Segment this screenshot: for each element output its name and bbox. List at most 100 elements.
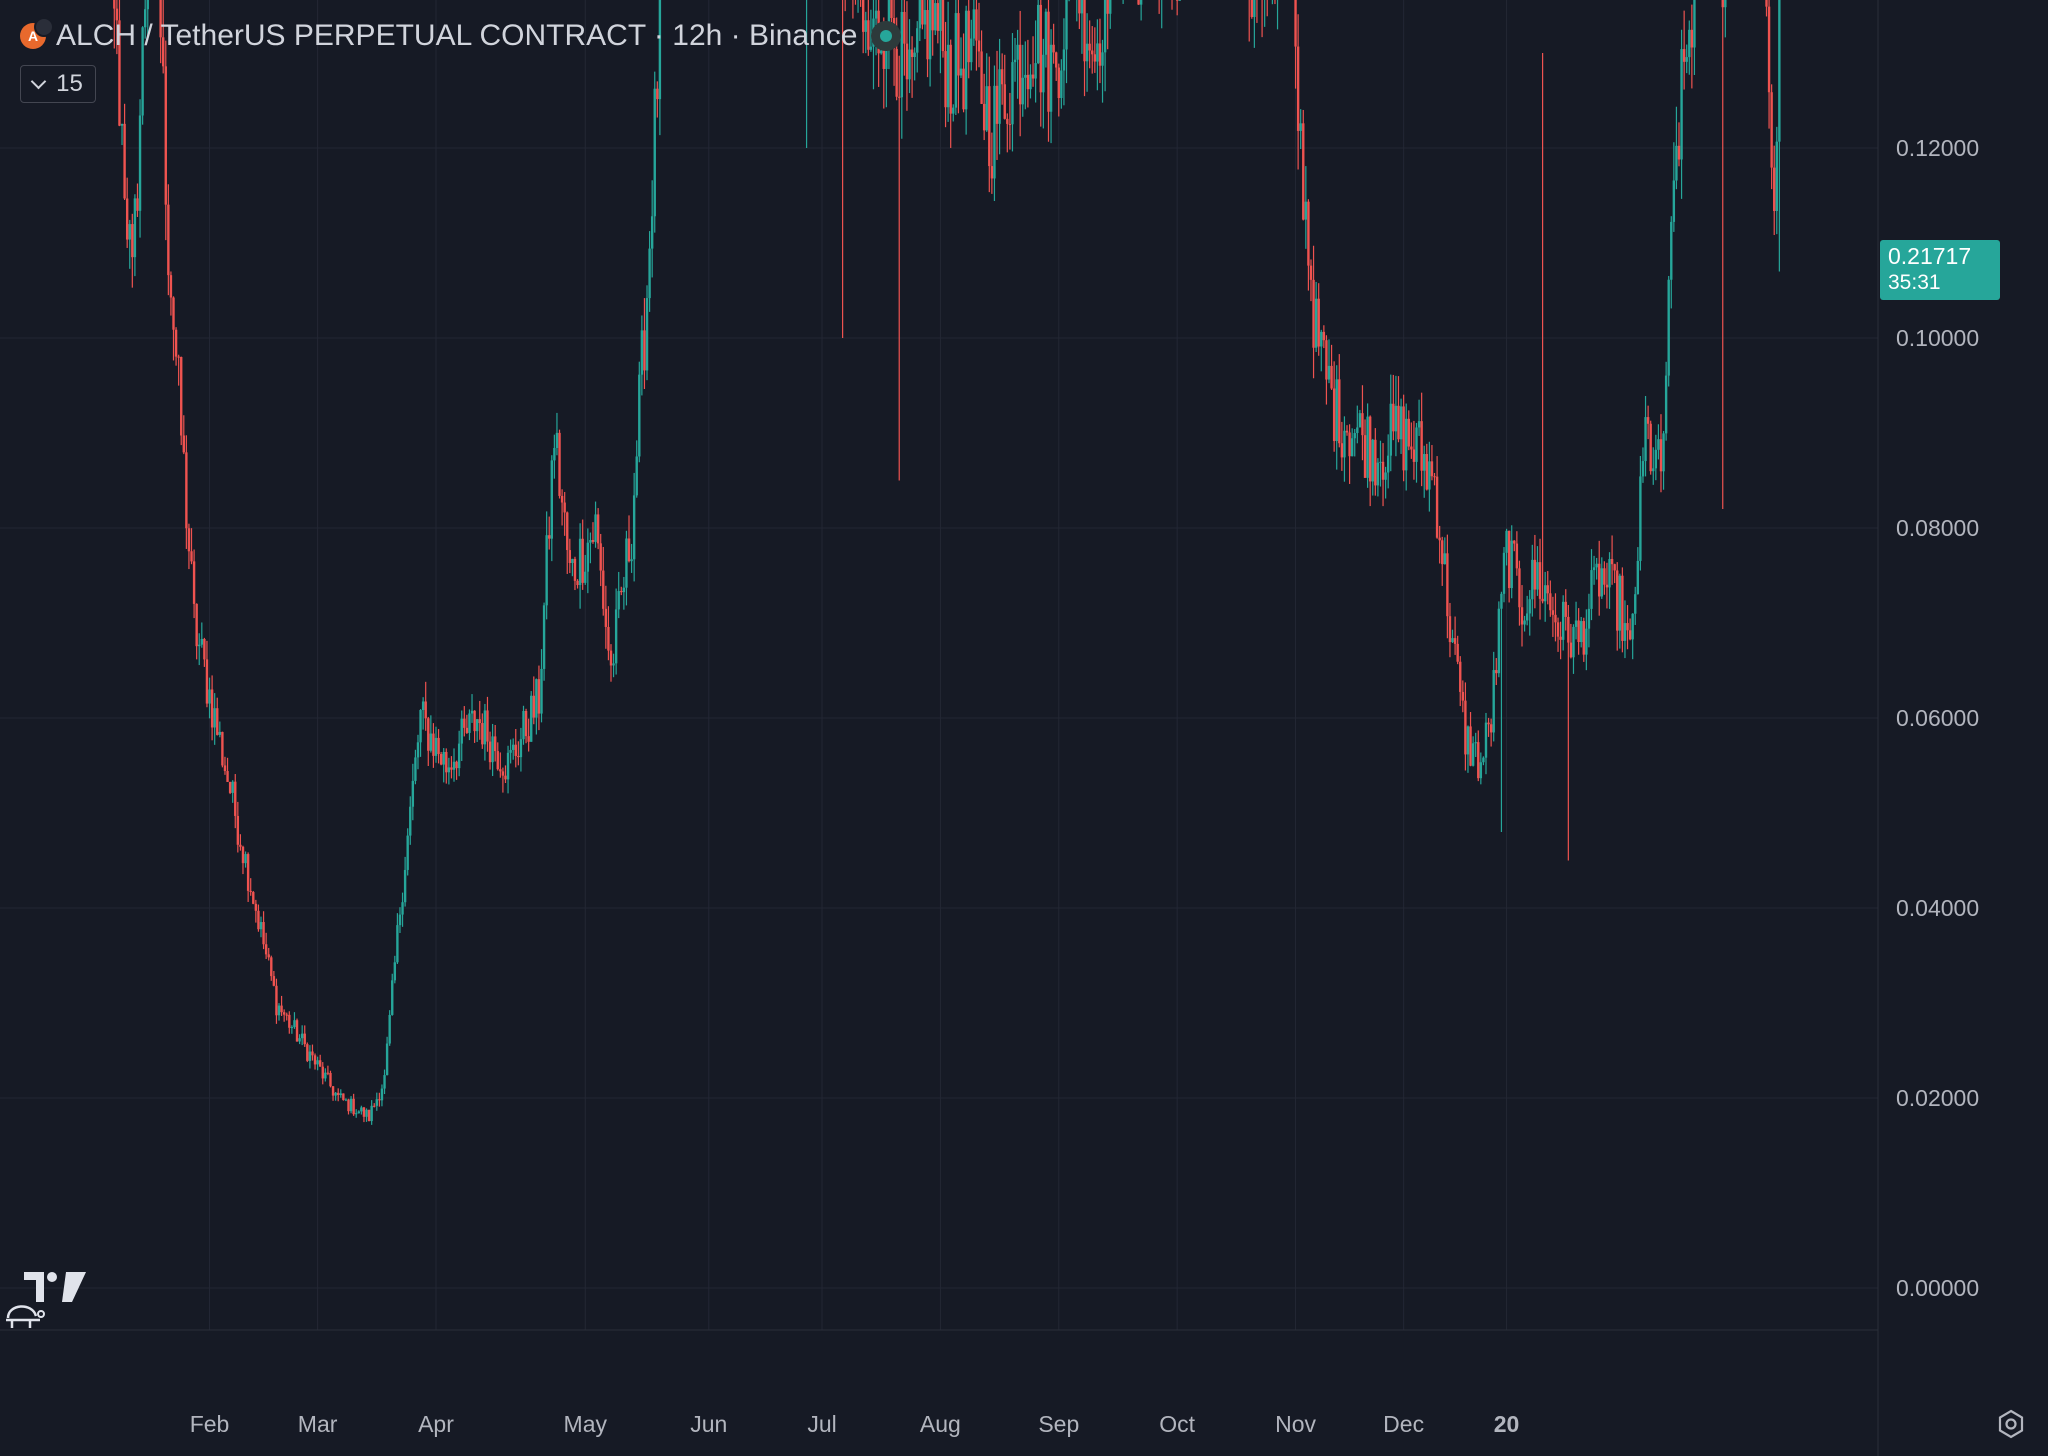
candle (275, 978, 278, 1024)
candle (653, 71, 656, 233)
candle-body (115, 8, 119, 21)
candle-body (916, 28, 919, 53)
tradingview-logo-icon[interactable] (24, 1270, 88, 1304)
candle (568, 538, 572, 574)
symbol-title[interactable]: ALCH / TetherUS PERPETUAL CONTRACT · 12h… (56, 19, 858, 52)
candle-body (560, 495, 564, 503)
candle (1386, 434, 1390, 489)
price-axis[interactable]: 0.260000.240000.220000.200000.180000.160… (1896, 0, 1979, 1301)
candle-body (370, 1105, 373, 1122)
candle-body (213, 708, 216, 728)
candle-body (347, 1099, 350, 1112)
candle (1554, 593, 1557, 642)
indicators-collapse-button[interactable]: 15 (20, 65, 96, 103)
candle (342, 1093, 345, 1101)
candle-body (1770, 92, 1773, 168)
candle-body (1065, 0, 1068, 50)
candle (1556, 617, 1560, 652)
candle (252, 891, 255, 905)
candle-body (1492, 670, 1495, 733)
candle (537, 665, 541, 731)
candle (1652, 447, 1655, 485)
candle (1471, 736, 1475, 767)
candle (1057, 63, 1060, 117)
chevron-down-icon (30, 73, 47, 89)
candle (473, 710, 476, 743)
candle (926, 0, 929, 78)
candle (167, 184, 170, 296)
candle (527, 718, 530, 752)
candle (514, 728, 517, 768)
candle-body (180, 356, 183, 436)
time-tick-label: Jun (690, 1411, 727, 1437)
candle-body (1497, 608, 1501, 674)
time-axis-area[interactable] (0, 1330, 1878, 1456)
time-axis[interactable]: Feb Mar Apr May Jun Jul Aug Sep Oct Nov Dec 20 (190, 1411, 1520, 1437)
candle (344, 1098, 348, 1102)
candle (1085, 13, 1089, 92)
candle-body (530, 695, 533, 742)
candle (860, 0, 862, 7)
candle-body (506, 752, 510, 780)
candle (625, 530, 628, 606)
candle (349, 1096, 353, 1114)
candle (478, 700, 481, 740)
candle (1664, 361, 1668, 441)
candle-body (1639, 476, 1642, 561)
candle-body (403, 869, 407, 903)
candle-body (949, 44, 952, 114)
candle (347, 1098, 350, 1115)
candle (499, 752, 502, 778)
candle (282, 1009, 286, 1022)
candle (138, 99, 142, 238)
price-tick-label: 0.10000 (1896, 325, 1979, 351)
candle (1693, 0, 1696, 75)
candle (1682, 10, 1686, 90)
candle-body (550, 460, 554, 539)
candle-body (203, 638, 206, 660)
candle-body (337, 1092, 340, 1096)
settings-icon[interactable] (1995, 1408, 2027, 1440)
candle-body (208, 689, 211, 704)
candle (1029, 64, 1032, 99)
candle (1055, 51, 1058, 81)
candle (857, 0, 859, 13)
candle-body (1621, 575, 1624, 641)
candle-body (1523, 620, 1526, 625)
candle-body (874, 10, 878, 19)
candle-body (429, 733, 433, 751)
candle-body (411, 780, 415, 807)
candle (241, 845, 245, 875)
candle (1381, 443, 1385, 507)
candle-body (210, 689, 214, 728)
candle-body (1052, 44, 1055, 53)
candle (1060, 59, 1063, 109)
candle-body (1330, 365, 1333, 389)
candle (1088, 20, 1091, 69)
candle (1109, 0, 1112, 29)
candle (288, 1011, 291, 1034)
candle (409, 796, 412, 845)
candle-body (1680, 49, 1683, 160)
candle (501, 767, 505, 793)
candle (1299, 109, 1302, 149)
candle-body (1312, 279, 1315, 348)
candle-body (1469, 726, 1472, 766)
market-status-icon[interactable] (871, 21, 902, 51)
candle (635, 440, 638, 498)
candle (380, 1084, 384, 1107)
candle-body (1392, 403, 1395, 432)
candle (1036, 0, 1040, 65)
candle (401, 892, 404, 927)
candle-body (617, 591, 620, 610)
candle-body (1340, 443, 1344, 458)
candle-body (295, 1020, 299, 1042)
candle (1585, 609, 1588, 671)
candle-body (1690, 29, 1694, 48)
candle (198, 633, 201, 666)
candle-body (650, 216, 654, 249)
candle (1394, 375, 1398, 457)
candle (1343, 416, 1346, 482)
candle-body (1345, 430, 1349, 433)
